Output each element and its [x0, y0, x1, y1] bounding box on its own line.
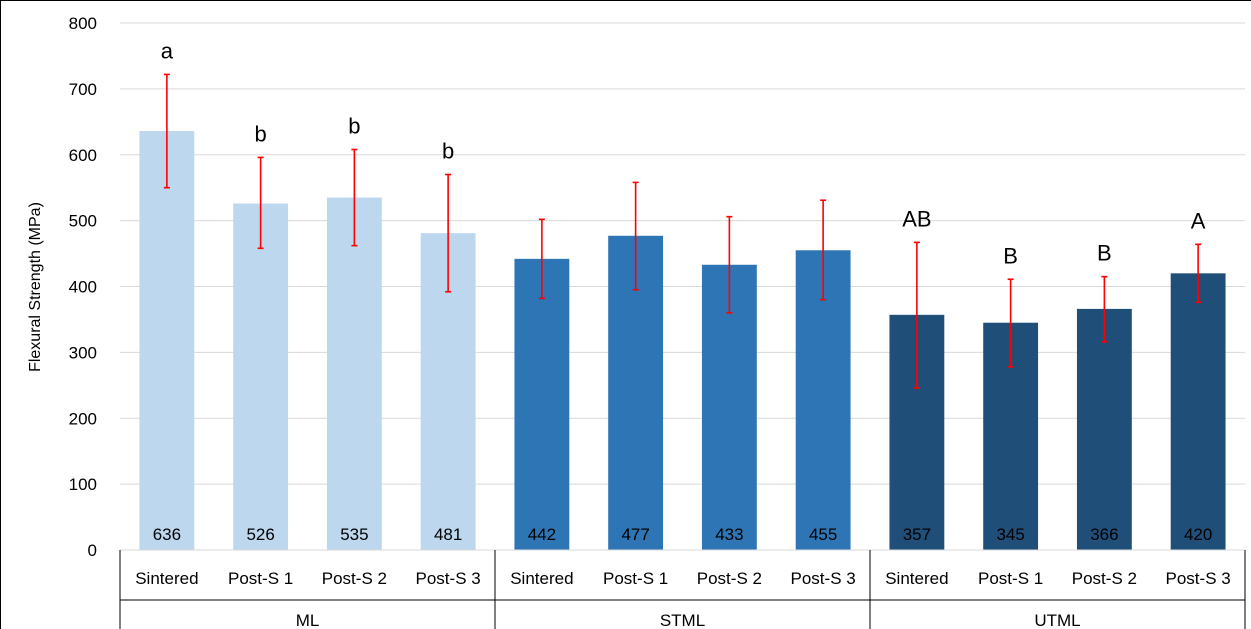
y-tick-label: 600: [69, 146, 97, 165]
y-tick-label: 100: [69, 475, 97, 494]
x-tick-label: Sintered: [135, 569, 198, 588]
y-tick-labels: 0 100 200 300 400 500 600 700 800: [69, 14, 97, 560]
data-label: 366: [1090, 525, 1118, 544]
significance-letter: a: [161, 38, 174, 63]
data-label: 477: [621, 525, 649, 544]
bar: [1170, 273, 1226, 550]
gridlines: [120, 22, 1245, 485]
y-axis-label: Flexural Strength (MPa): [27, 202, 44, 372]
x-tick-label: Post-S 3: [1166, 569, 1231, 588]
y-tick-label: 300: [69, 343, 97, 362]
group-label: UTML: [1034, 611, 1080, 629]
bar: [139, 131, 195, 550]
data-label: 357: [903, 525, 931, 544]
data-label: 433: [715, 525, 743, 544]
data-label: 345: [996, 525, 1024, 544]
y-tick-label: 700: [69, 80, 97, 99]
value-labels: 636 526 535 481 442 477 433 455 357 345 366 420: [153, 525, 1213, 544]
y-tick-label: 200: [69, 409, 97, 428]
significance-letter: A: [1191, 208, 1206, 233]
data-label: 455: [809, 525, 837, 544]
x-tick-label: Post-S 2: [697, 569, 762, 588]
data-label: 636: [153, 525, 181, 544]
x-tick-label: Post-S 2: [322, 569, 387, 588]
x-tick-label: Sintered: [510, 569, 573, 588]
y-tick-label: 400: [69, 278, 97, 297]
y-tick-label: 0: [88, 541, 97, 560]
data-label: 442: [528, 525, 556, 544]
significance-letter: b: [348, 113, 360, 138]
error-bars: [163, 73, 1202, 389]
x-tick-label: Post-S 1: [603, 569, 668, 588]
significance-letter: b: [442, 139, 454, 164]
data-label: 420: [1184, 525, 1212, 544]
y-tick-label: 500: [69, 212, 97, 231]
bar: [514, 258, 570, 550]
data-label: 535: [340, 525, 368, 544]
y-tick-label: 800: [69, 14, 97, 33]
bars: [139, 131, 1226, 551]
x-tick-label: Post-S 1: [978, 569, 1043, 588]
bar: [326, 197, 382, 550]
x-tick-label: Sintered: [885, 569, 948, 588]
data-label: 481: [434, 525, 462, 544]
significance-letter: AB: [902, 206, 931, 231]
x-axis: Sintered Post-S 1 Post-S 2 Post-S 3 ML Sinter…: [119, 549, 1246, 629]
x-tick-label: Post-S 1: [228, 569, 293, 588]
x-tick-label: Post-S 2: [1072, 569, 1137, 588]
bar: [1076, 308, 1132, 550]
significance-letter: b: [255, 121, 267, 146]
group-label: ML: [296, 611, 320, 629]
significance-letter: B: [1003, 243, 1018, 268]
x-tick-label: Post-S 3: [416, 569, 481, 588]
bar: [233, 203, 289, 550]
group-label: STML: [660, 611, 705, 629]
data-label: 526: [246, 525, 274, 544]
significance-letters: a b b b AB B B A: [161, 38, 1206, 268]
significance-letter: B: [1097, 241, 1112, 266]
x-tick-label: Post-S 3: [791, 569, 856, 588]
